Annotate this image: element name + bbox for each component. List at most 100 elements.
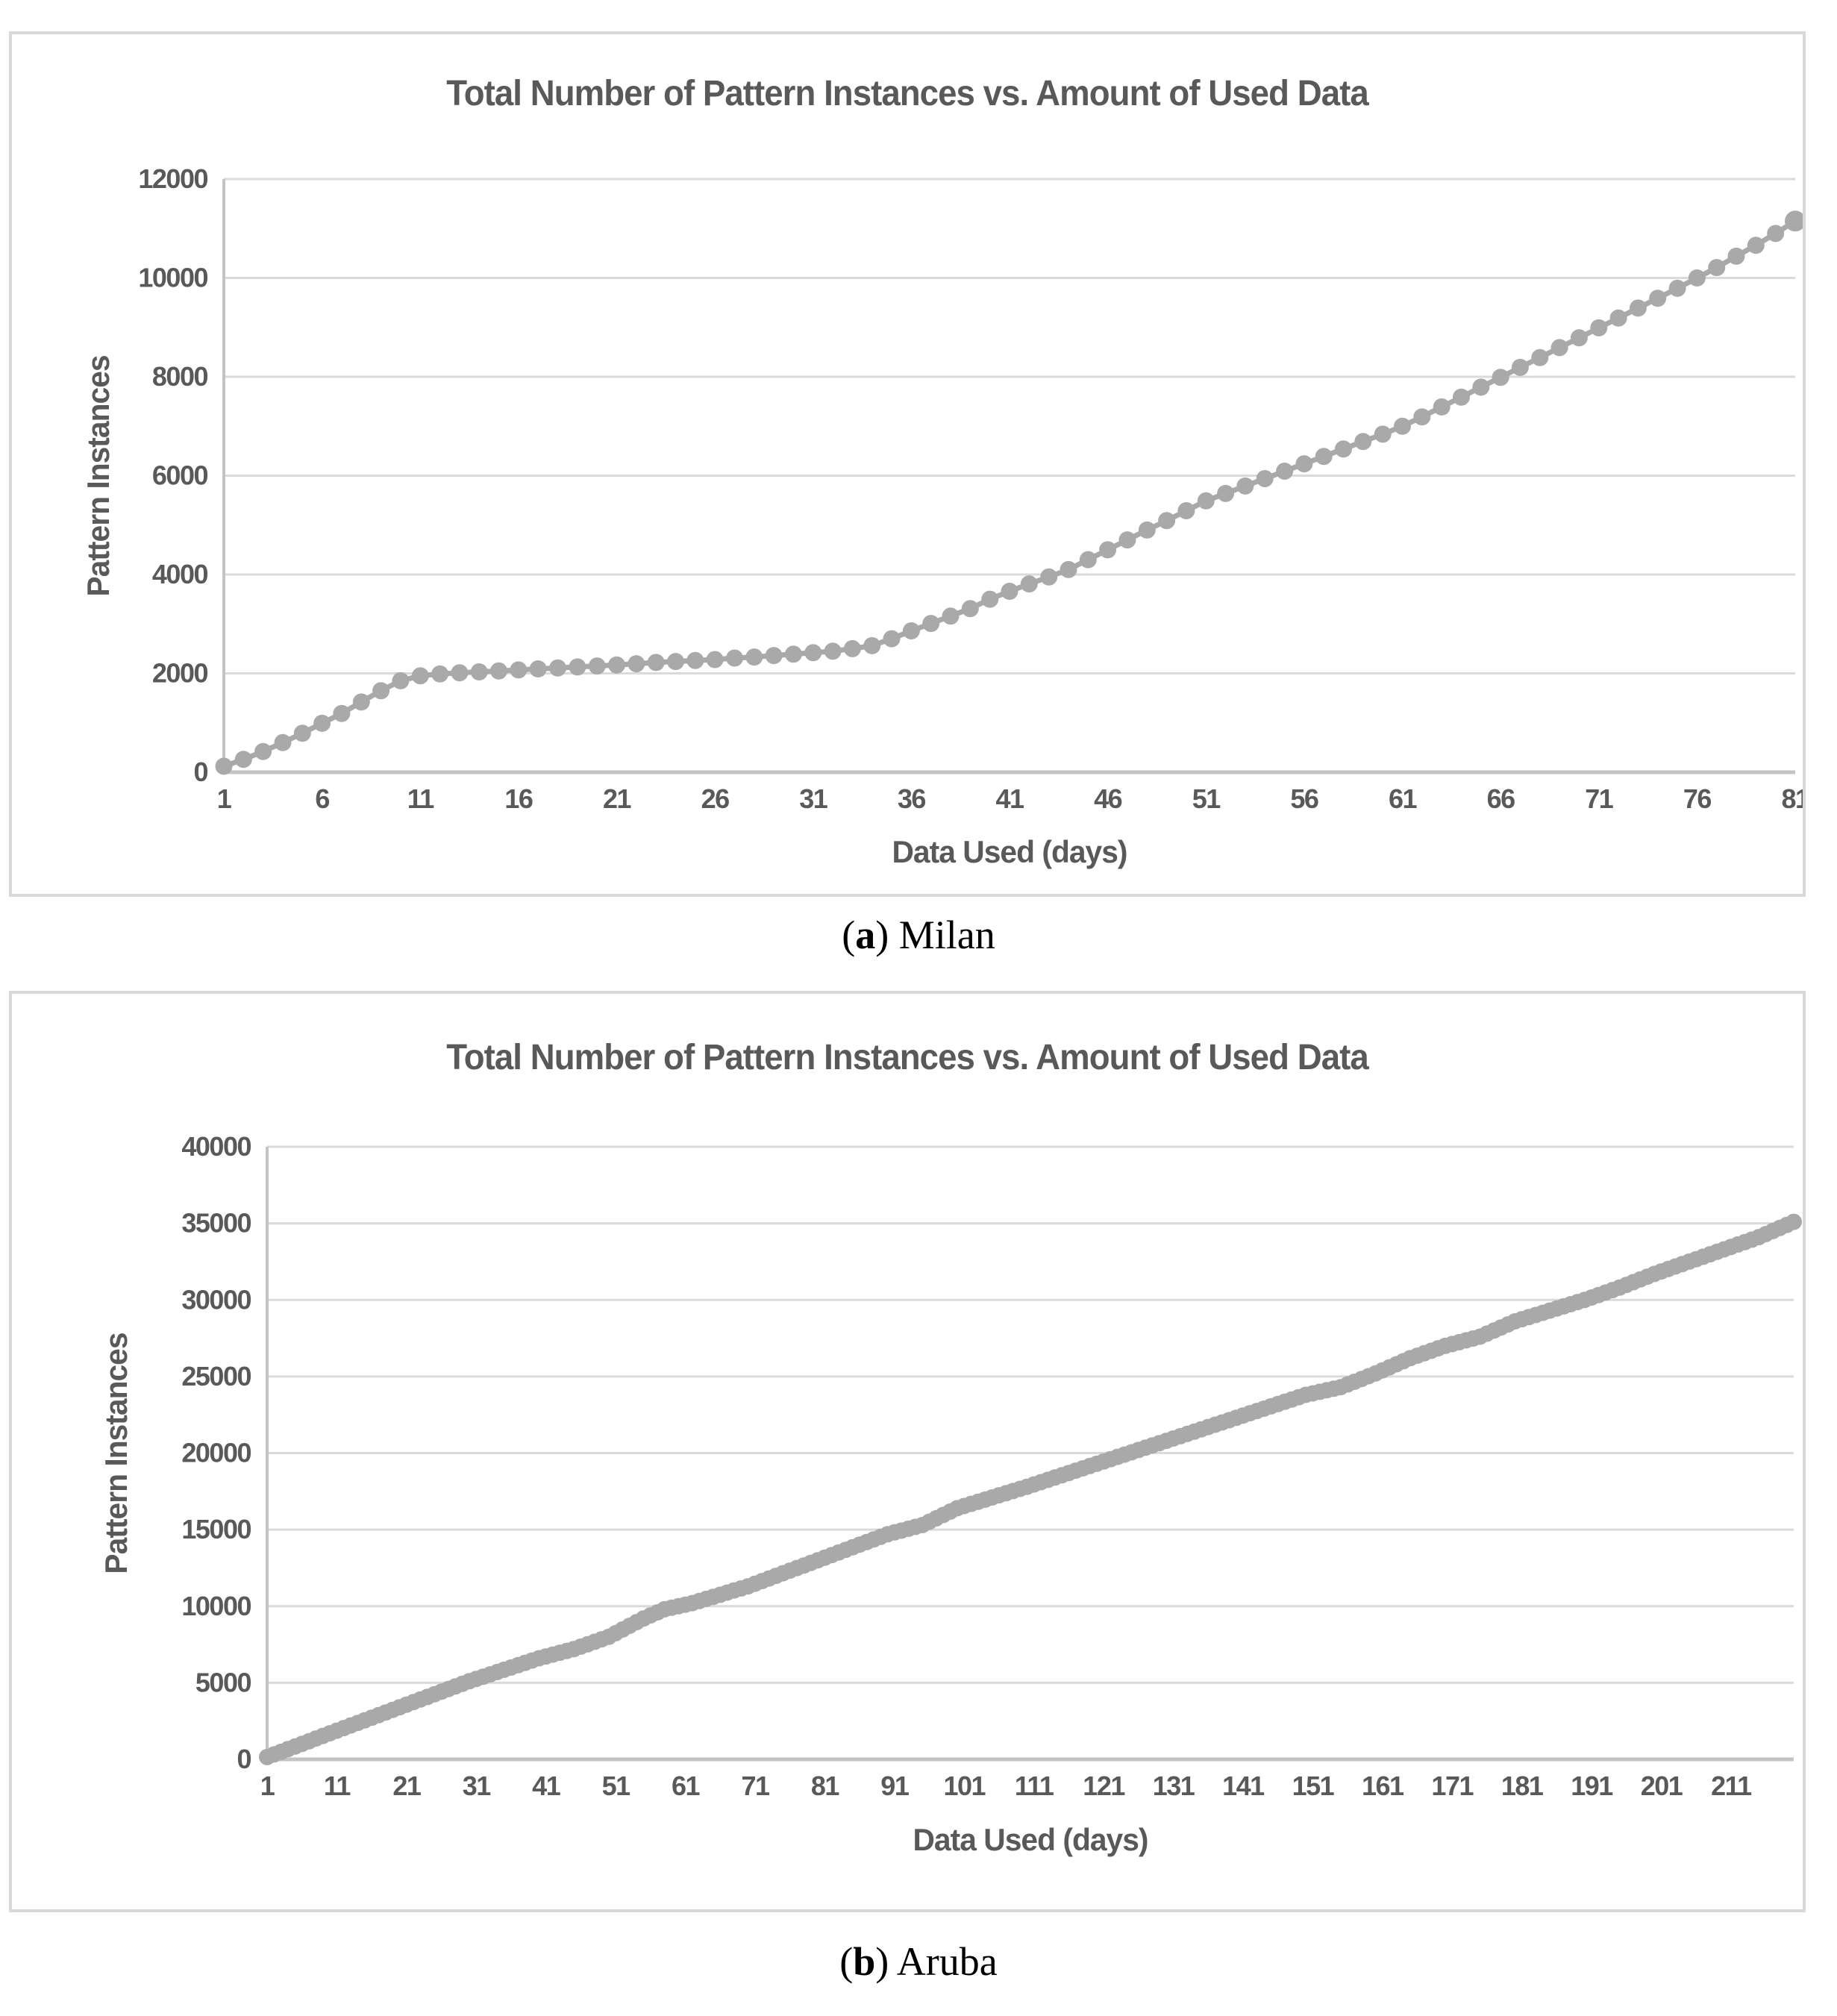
data-point [451, 664, 469, 682]
data-point [883, 630, 901, 648]
x-tick-label: 1 [260, 1771, 275, 1801]
data-point [293, 724, 311, 742]
data-point [1531, 348, 1549, 366]
x-tick-label: 71 [1585, 783, 1614, 814]
x-tick-label: 141 [1222, 1771, 1265, 1801]
data-point [1374, 425, 1392, 443]
data-point [431, 665, 449, 683]
y-tick-label: 10000 [181, 1591, 251, 1621]
data-point [863, 636, 881, 654]
data-point [1550, 339, 1568, 357]
x-axis-title-aruba: Data Used (days) [913, 1822, 1148, 1857]
y-tick-label: 4000 [152, 559, 208, 589]
caption-aruba: (b) Aruba [0, 1938, 1837, 1985]
x-tick-label: 131 [1153, 1771, 1195, 1801]
data-point [1570, 329, 1588, 347]
data-point [667, 653, 684, 671]
y-tick-label: 15000 [181, 1514, 251, 1544]
data-point [961, 600, 979, 618]
data-point [1138, 521, 1156, 539]
x-tick-label: 76 [1683, 783, 1712, 814]
y-tick-label: 0 [237, 1744, 251, 1774]
y-tick-label: 20000 [181, 1438, 251, 1468]
data-point [1511, 358, 1529, 376]
x-tick-label: 191 [1571, 1771, 1613, 1801]
data-point [1785, 210, 1803, 232]
y-tick-label: 12000 [138, 163, 207, 194]
data-point [490, 662, 507, 680]
data-point [1786, 1213, 1802, 1230]
data-point [706, 651, 724, 669]
data-point [1079, 551, 1097, 569]
data-point [1295, 455, 1313, 473]
x-tick-label: 41 [995, 783, 1024, 814]
x-tick-label: 21 [603, 783, 632, 814]
data-point [1354, 433, 1372, 451]
data-point [1040, 568, 1058, 586]
data-point [1609, 309, 1627, 327]
data-point [470, 663, 488, 680]
data-point [647, 654, 665, 672]
data-point [352, 693, 370, 711]
y-tick-label: 0 [193, 757, 207, 787]
data-point [1001, 583, 1018, 600]
data-point [1099, 541, 1117, 559]
data-point [1158, 512, 1176, 530]
data-point [686, 651, 704, 669]
x-tick-label: 21 [392, 1771, 422, 1801]
x-tick-label: 71 [741, 1771, 770, 1801]
caption-b-paren-open: ( [839, 1939, 854, 1984]
data-point [1433, 398, 1450, 416]
x-tick-label: 121 [1083, 1771, 1125, 1801]
caption-a-letter: a [855, 912, 876, 957]
x-tick-label: 91 [880, 1771, 910, 1801]
data-point [628, 655, 645, 673]
data-point [608, 656, 625, 674]
data-point [1590, 319, 1608, 336]
x-tick-label: 31 [463, 1771, 492, 1801]
x-tick-label: 6 [315, 783, 329, 814]
data-point [1747, 237, 1765, 254]
data-point [529, 660, 547, 677]
x-tick-label: 201 [1641, 1771, 1683, 1801]
x-tick-label: 161 [1362, 1771, 1404, 1801]
x-tick-label: 11 [407, 783, 435, 814]
x-axis-title-milan: Data Used (days) [892, 834, 1127, 869]
data-point [569, 658, 586, 676]
x-tick-label: 111 [1015, 1771, 1054, 1801]
data-point [745, 648, 763, 666]
data-point [510, 661, 528, 679]
data-point [254, 742, 272, 760]
data-point [333, 704, 351, 722]
x-tick-label: 81 [1781, 783, 1803, 814]
chart-title-aruba: Total Number of Pattern Instances vs. Am… [446, 1038, 1368, 1077]
x-tick-label: 171 [1431, 1771, 1474, 1801]
x-tick-label: 101 [943, 1771, 986, 1801]
caption-a-paren-open: ( [842, 912, 856, 957]
chart-panel-milan: Total Number of Pattern Instances vs. Am… [9, 31, 1806, 897]
data-point [1649, 289, 1667, 307]
data-point [372, 682, 390, 700]
x-tick-label: 211 [1711, 1771, 1752, 1801]
x-tick-label: 151 [1292, 1771, 1335, 1801]
data-point [215, 757, 233, 775]
y-tick-label: 30000 [181, 1284, 251, 1315]
data-point [1413, 408, 1431, 426]
x-tick-label: 81 [811, 1771, 840, 1801]
x-tick-label: 31 [799, 783, 828, 814]
x-tick-label: 181 [1501, 1771, 1544, 1801]
y-tick-label: 5000 [195, 1667, 251, 1697]
x-tick-label: 61 [672, 1771, 701, 1801]
data-point [1236, 477, 1254, 495]
x-tick-label: 46 [1094, 783, 1122, 814]
data-point [588, 657, 606, 675]
caption-b-label: Aruba [889, 1939, 998, 1984]
chart-panel-aruba: Total Number of Pattern Instances vs. Am… [9, 991, 1806, 1912]
x-tick-label: 51 [1192, 783, 1221, 814]
data-point [804, 644, 822, 662]
data-point [1629, 299, 1647, 317]
data-point [392, 672, 410, 689]
data-point [1020, 575, 1038, 593]
data-point [1060, 560, 1077, 578]
